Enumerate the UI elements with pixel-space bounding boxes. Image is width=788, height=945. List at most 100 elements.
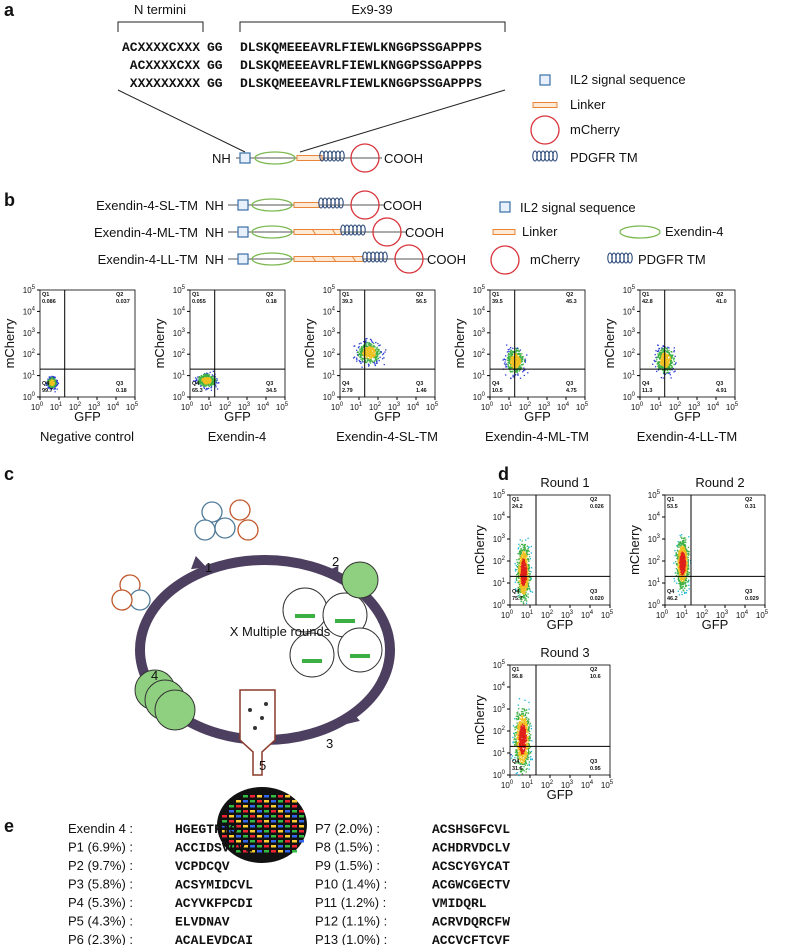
event-dot (675, 363, 676, 364)
event-dot (528, 561, 529, 562)
event-dot (678, 573, 679, 574)
quadrant-name: Q3 (590, 589, 597, 595)
event-dot (517, 375, 518, 376)
tick-exponent: 0 (665, 610, 669, 616)
event-dot (520, 378, 521, 379)
event-dot (525, 572, 526, 573)
event-dot (519, 555, 520, 556)
event-dot (521, 579, 522, 580)
tick-label: 104 (736, 610, 749, 620)
sequence-part: GG (207, 40, 223, 55)
terminus: NH (205, 225, 224, 240)
quadrant-value: 0.086 (42, 299, 56, 305)
quadrant-value: 34.5 (266, 388, 277, 394)
quadrant-value: 0.020 (590, 596, 604, 602)
quadrant-name: Q4 (342, 381, 350, 387)
quadrant-value: 65.3 (192, 388, 203, 394)
event-dot (204, 379, 205, 380)
event-dot (528, 569, 529, 570)
event-dot (505, 355, 506, 356)
event-dot (209, 372, 210, 373)
event-dot (525, 551, 526, 552)
tick-exponent: 0 (502, 600, 506, 606)
quadrant-value: 41.0 (716, 299, 727, 305)
sequence-part: ACXXXXCXXX (122, 40, 200, 55)
event-dot (685, 557, 686, 558)
quadrant-value: 1.46 (416, 388, 427, 394)
event-dot (361, 357, 362, 358)
tick-label: 103 (473, 328, 486, 338)
region-label: Ex9-39 (351, 2, 392, 17)
linker-icon (533, 103, 557, 108)
event-dot (525, 564, 526, 565)
event-dot (370, 348, 371, 349)
event-dot (519, 565, 520, 566)
event-dot (678, 547, 679, 548)
event-dot (668, 356, 669, 357)
tick-label: 103 (648, 534, 661, 544)
event-dot (516, 350, 517, 351)
event-dot (378, 349, 379, 350)
event-dot (521, 591, 522, 592)
event-dot (360, 363, 361, 364)
zoom-line (300, 90, 505, 152)
event-dot (526, 568, 527, 569)
event-dot (200, 377, 201, 378)
event-dot (681, 591, 682, 592)
tick-label: 101 (200, 402, 213, 412)
event-dot (513, 367, 514, 368)
event-dot (660, 366, 661, 367)
event-dot (354, 345, 355, 346)
event-dot (685, 564, 686, 565)
event-dot (512, 737, 513, 738)
event-dot (525, 590, 526, 591)
event-dot (525, 567, 526, 568)
event-dot (688, 536, 689, 537)
tick-label: 105 (756, 610, 769, 620)
event-dot (675, 572, 676, 573)
event-dot (374, 364, 375, 365)
bracket (118, 22, 203, 32)
tick-exponent: 4 (502, 512, 506, 518)
tick-exponent: 1 (182, 371, 186, 377)
event-dot (524, 360, 525, 361)
event-dot (523, 566, 524, 567)
event-dot (363, 358, 364, 359)
event-dot (527, 765, 528, 766)
event-dot (212, 374, 213, 375)
event-dot (676, 545, 677, 546)
event-dot (686, 575, 687, 576)
tick-exponent: 0 (640, 402, 644, 408)
event-dot (506, 344, 507, 345)
event-dot (510, 347, 511, 348)
event-dot (519, 558, 520, 559)
event-dot (361, 349, 362, 350)
quadrant-name: Q3 (566, 381, 573, 387)
event-dot (215, 380, 216, 381)
event-dot (663, 367, 664, 368)
event-dot (520, 362, 521, 363)
event-dot (524, 375, 525, 376)
legend-label: mCherry (570, 122, 620, 137)
event-dot (378, 345, 379, 346)
quadrant-name: Q2 (745, 497, 752, 503)
event-dot (502, 359, 503, 360)
legend-label: PDGFR TM (638, 252, 706, 267)
event-dot (206, 383, 207, 384)
event-dot (377, 356, 378, 357)
tick-exponent: 4 (566, 402, 570, 408)
event-dot (531, 552, 532, 553)
event-dot (368, 343, 369, 344)
quadrant-value: 0.029 (745, 596, 759, 602)
panel-label: d (498, 464, 509, 484)
event-dot (518, 359, 519, 360)
event-dot (211, 390, 212, 391)
event-dot (384, 351, 385, 352)
event-dot (524, 545, 525, 546)
event-dot (216, 378, 217, 379)
event-dot (685, 550, 686, 551)
tick-exponent: 1 (509, 402, 513, 408)
event-dot (680, 556, 681, 557)
tick-label: 104 (407, 402, 420, 412)
event-dot (375, 365, 376, 366)
